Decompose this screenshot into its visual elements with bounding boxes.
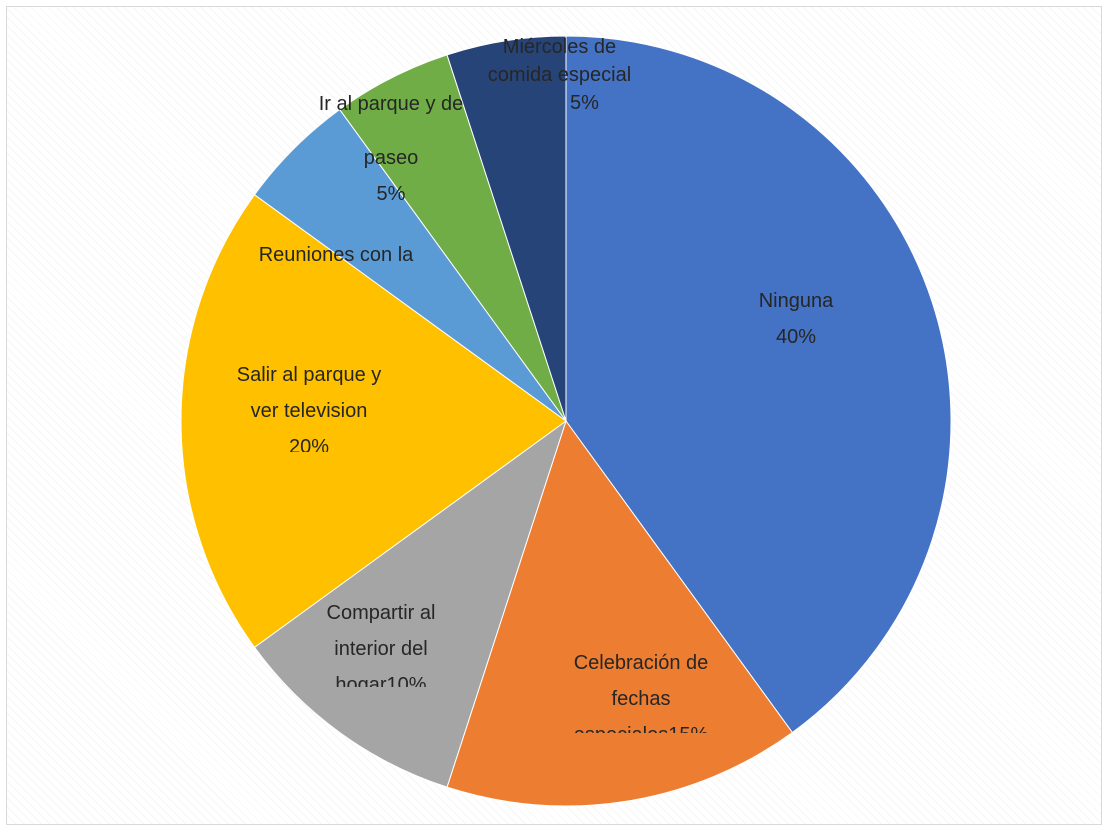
pie-chart [180, 35, 952, 807]
pie-slice-compartir-al [253, 419, 567, 788]
chart-area: Ninguna 40% Celebración de fechas especi… [6, 6, 1102, 825]
label-ninguna: Ninguna 40% [758, 290, 834, 348]
label-reuniones-con-la: Reuniones con la [258, 244, 414, 266]
pie-slice-salir-al-parque-y [180, 194, 567, 648]
label-celebracion-de-fechas-especiales: Celebración de fechas especiales15% [573, 652, 709, 733]
pie-slice-miercoles-de [446, 35, 567, 422]
label-ir-al-parque-y-de-paseo: Ir al parque y de paseo 5% [318, 93, 464, 205]
label-compartir-al-interior-del-hogar: Compartir al interior del hogar10% [326, 602, 436, 687]
label-salir-al-parque-y-ver-television: Salir al parque y ver television 20% [236, 364, 382, 452]
pie-slice-ninguna [565, 35, 952, 734]
pie-slice-celebracion-de [446, 419, 793, 807]
label-miercoles-de-comida-especial: Miércoles de comida especial 5% [487, 36, 632, 114]
